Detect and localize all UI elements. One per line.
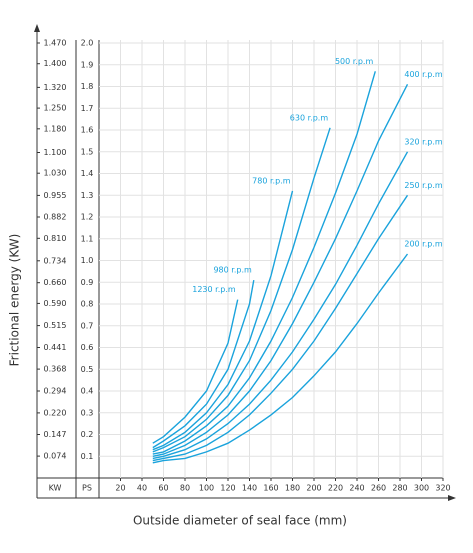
y2-tick-label: 0.441 <box>44 343 67 352</box>
x-tick-label: 240 <box>349 484 364 493</box>
y-tick-label: 0.9 <box>81 278 94 287</box>
x-tick-label: 300 <box>414 484 429 493</box>
y-tick-label: 1.6 <box>81 126 94 135</box>
y2-tick-label: 0.368 <box>44 365 67 374</box>
y2-tick-label: 0.734 <box>44 256 67 265</box>
y2-tick-label: 1.400 <box>44 59 67 68</box>
curve <box>152 253 409 464</box>
y-tick-label: 1.2 <box>81 213 94 222</box>
x-tick-label: 320 <box>435 484 450 493</box>
x-tick-label: 120 <box>220 484 235 493</box>
y2-tick-label: 0.590 <box>44 299 67 308</box>
curve <box>152 127 331 453</box>
curve <box>152 151 409 460</box>
y-tick-label: 0.3 <box>81 408 94 417</box>
y-tick-label: 2.0 <box>81 39 94 48</box>
curve <box>152 190 294 451</box>
x-tick-label: 220 <box>328 484 343 493</box>
x-tick-label: 160 <box>263 484 278 493</box>
column-header: KW <box>49 484 62 493</box>
y-tick-label: 1.3 <box>81 191 94 200</box>
y2-tick-label: 0.660 <box>44 278 67 287</box>
y2-tick-label: 1.320 <box>44 83 67 92</box>
curve-label: 320 r.p.m <box>404 137 443 146</box>
axis-arrow <box>448 495 456 501</box>
curve-label: 200 r.p.m <box>404 239 443 248</box>
x-tick-label: 180 <box>285 484 300 493</box>
y2-tick-label: 1.100 <box>44 148 67 157</box>
x-tick-label: 40 <box>137 484 147 493</box>
y-axis-title: Frictional energy (KW) <box>8 234 22 367</box>
curve-label: 780 r.p.m <box>252 176 291 185</box>
axis-arrow <box>34 24 40 32</box>
y-tick-label: 0.1 <box>81 452 94 461</box>
y-tick-label: 1.7 <box>81 104 94 113</box>
curve-label: 250 r.p.m <box>404 181 443 190</box>
y-tick-label: 1.0 <box>81 256 94 265</box>
x-tick-label: 200 <box>306 484 321 493</box>
curve <box>152 299 239 444</box>
y2-tick-label: 0.220 <box>44 408 67 417</box>
y-tick-label: 1.9 <box>81 60 94 69</box>
x-axis-title: Outside diameter of seal face (mm) <box>133 514 347 528</box>
y-tick-label: 1.8 <box>81 82 94 91</box>
y-tick-label: 1.4 <box>81 169 94 178</box>
y2-tick-label: 1.250 <box>44 104 67 113</box>
y2-tick-label: 0.955 <box>44 191 67 200</box>
curve <box>152 71 376 455</box>
y2-tick-label: 0.810 <box>44 234 67 243</box>
x-tick-label: 80 <box>180 484 190 493</box>
y-tick-label: 0.6 <box>81 343 94 352</box>
y2-tick-label: 1.470 <box>44 39 67 48</box>
x-tick-label: 280 <box>392 484 407 493</box>
curve <box>152 194 409 462</box>
y-tick-label: 0.2 <box>81 430 94 439</box>
y2-tick-label: 0.882 <box>44 213 67 222</box>
y-tick-label: 1.1 <box>81 234 94 243</box>
x-tick-label: 20 <box>115 484 125 493</box>
x-tick-label: 60 <box>158 484 168 493</box>
x-tick-label: 260 <box>371 484 386 493</box>
y-tick-label: 0.7 <box>81 321 94 330</box>
curve-label: 980 r.p.m <box>213 266 252 275</box>
y2-tick-label: 0.147 <box>44 430 67 439</box>
column-header: PS <box>82 484 92 493</box>
curve <box>152 279 255 449</box>
y-tick-label: 0.8 <box>81 300 94 309</box>
y2-tick-label: 1.030 <box>44 169 67 178</box>
y2-tick-label: 0.515 <box>44 321 67 330</box>
y-tick-label: 0.5 <box>81 365 94 374</box>
y-tick-label: 1.5 <box>81 147 94 156</box>
y2-tick-label: 0.294 <box>44 387 67 396</box>
curve-label: 630 r.p.m <box>290 113 329 122</box>
x-tick-label: 140 <box>242 484 257 493</box>
y2-tick-label: 1.180 <box>44 124 67 133</box>
y-tick-label: 0.4 <box>81 387 94 396</box>
curve <box>152 83 409 457</box>
curve-label: 500 r.p.m <box>335 57 374 66</box>
y2-tick-label: 0.074 <box>44 452 67 461</box>
curve-label: 1230 r.p.m <box>192 285 236 294</box>
x-tick-label: 100 <box>199 484 214 493</box>
curve-label: 400 r.p.m <box>404 70 443 79</box>
